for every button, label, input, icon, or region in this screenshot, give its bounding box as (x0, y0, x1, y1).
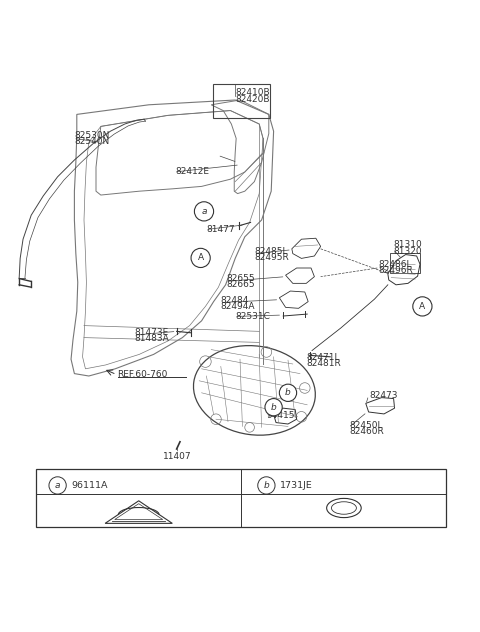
Text: 81320: 81320 (394, 246, 422, 256)
Text: 82665: 82665 (227, 280, 255, 289)
Circle shape (279, 384, 297, 401)
Text: 81310: 81310 (394, 240, 422, 250)
Text: 1731JE: 1731JE (280, 481, 312, 490)
Text: 82420B: 82420B (235, 95, 270, 104)
Text: 82471L: 82471L (306, 353, 340, 362)
Circle shape (413, 297, 432, 316)
Bar (390, 253, 420, 273)
Text: 11407: 11407 (163, 452, 192, 461)
Text: 82460R: 82460R (349, 427, 384, 436)
Text: 82496R: 82496R (378, 266, 413, 275)
Text: 82495R: 82495R (254, 253, 289, 262)
Text: 82410B: 82410B (235, 88, 270, 97)
Text: 96111A: 96111A (71, 481, 108, 490)
Text: 82450L: 82450L (349, 421, 383, 430)
Circle shape (49, 477, 66, 494)
Text: 82412E: 82412E (175, 167, 209, 176)
Text: REF.60-760: REF.60-760 (118, 370, 168, 379)
Circle shape (191, 248, 210, 267)
Text: 81483A: 81483A (134, 334, 169, 343)
Text: b: b (264, 481, 269, 490)
Text: 82494A: 82494A (221, 302, 255, 311)
Circle shape (194, 202, 214, 221)
Bar (36, 469, 446, 527)
Text: b: b (285, 388, 291, 398)
Text: 94415: 94415 (266, 411, 295, 420)
Text: b: b (271, 403, 276, 411)
Circle shape (265, 399, 282, 416)
Text: a: a (201, 207, 207, 216)
Text: 82530N: 82530N (74, 131, 110, 140)
Text: 82655: 82655 (227, 274, 255, 283)
Text: 82473: 82473 (370, 391, 398, 399)
Text: 81473E: 81473E (134, 328, 168, 337)
Text: a: a (55, 481, 60, 490)
Text: 82484: 82484 (221, 296, 249, 305)
Text: A: A (198, 253, 204, 262)
Text: 82481R: 82481R (306, 360, 341, 368)
Text: 82540N: 82540N (74, 137, 109, 146)
Text: 82486L: 82486L (378, 260, 412, 269)
Circle shape (258, 477, 275, 494)
Bar (213, 83, 270, 118)
Text: 82485L: 82485L (254, 247, 288, 256)
Text: 82531C: 82531C (235, 312, 270, 322)
Text: 81477: 81477 (206, 225, 235, 234)
Text: A: A (420, 302, 425, 311)
